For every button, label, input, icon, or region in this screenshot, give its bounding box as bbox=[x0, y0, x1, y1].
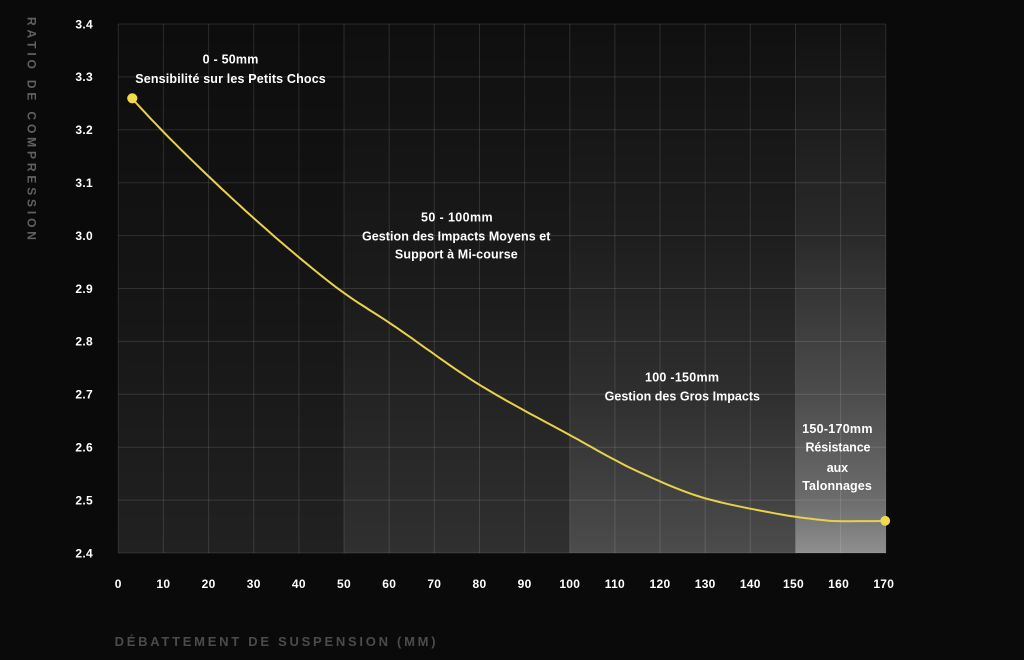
svg-text:aux: aux bbox=[827, 461, 848, 475]
svg-text:3.1: 3.1 bbox=[75, 176, 93, 190]
svg-text:90: 90 bbox=[518, 577, 532, 591]
svg-text:60: 60 bbox=[382, 577, 396, 591]
svg-text:Résistance: Résistance bbox=[806, 441, 871, 455]
svg-text:100: 100 bbox=[559, 577, 580, 591]
svg-text:150: 150 bbox=[783, 577, 804, 591]
svg-text:0 - 50mm: 0 - 50mm bbox=[203, 53, 259, 67]
svg-text:Support à Mi-course: Support à Mi-course bbox=[395, 248, 518, 262]
svg-text:140: 140 bbox=[740, 577, 761, 591]
svg-text:160: 160 bbox=[828, 577, 849, 591]
svg-text:2.7: 2.7 bbox=[75, 388, 93, 402]
svg-text:Gestion des Gros Impacts: Gestion des Gros Impacts bbox=[605, 389, 760, 403]
svg-text:DÉBATTEMENT DE SUSPENSION (MM): DÉBATTEMENT DE SUSPENSION (MM) bbox=[115, 634, 436, 649]
svg-text:120: 120 bbox=[650, 577, 671, 591]
svg-text:110: 110 bbox=[605, 577, 625, 591]
svg-text:50 - 100mm: 50 - 100mm bbox=[421, 211, 493, 225]
svg-text:2.8: 2.8 bbox=[75, 335, 93, 349]
svg-text:170: 170 bbox=[873, 577, 894, 591]
svg-text:RATIO DE COMPRESSION: RATIO DE COMPRESSION bbox=[25, 17, 39, 244]
svg-text:2.4: 2.4 bbox=[75, 546, 93, 560]
svg-text:20: 20 bbox=[202, 577, 216, 591]
svg-text:Gestion des Impacts Moyens et: Gestion des Impacts Moyens et bbox=[362, 230, 551, 244]
svg-text:10: 10 bbox=[156, 577, 170, 591]
svg-text:130: 130 bbox=[695, 577, 716, 591]
svg-text:80: 80 bbox=[473, 577, 487, 591]
svg-text:150-170mm: 150-170mm bbox=[802, 422, 872, 436]
svg-text:2.5: 2.5 bbox=[75, 493, 93, 507]
svg-text:3.3: 3.3 bbox=[75, 70, 93, 84]
svg-text:3.0: 3.0 bbox=[75, 229, 93, 243]
svg-text:100 -150mm: 100 -150mm bbox=[645, 370, 719, 384]
svg-text:3.4: 3.4 bbox=[75, 17, 93, 31]
svg-text:Talonnages: Talonnages bbox=[802, 479, 872, 493]
svg-text:3.2: 3.2 bbox=[75, 123, 93, 137]
svg-text:50: 50 bbox=[337, 577, 351, 591]
svg-text:Sensibilité sur les Petits Cho: Sensibilité sur les Petits Chocs bbox=[135, 72, 326, 86]
svg-text:30: 30 bbox=[247, 577, 261, 591]
svg-text:70: 70 bbox=[427, 577, 441, 591]
svg-text:40: 40 bbox=[292, 577, 306, 591]
svg-text:0: 0 bbox=[115, 577, 122, 591]
svg-text:2.9: 2.9 bbox=[75, 282, 93, 296]
svg-text:2.6: 2.6 bbox=[75, 441, 93, 455]
